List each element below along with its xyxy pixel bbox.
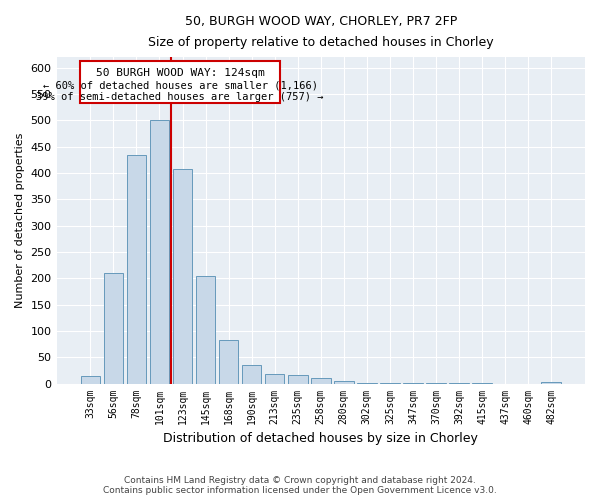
- FancyBboxPatch shape: [80, 61, 280, 103]
- Bar: [403, 383, 423, 384]
- Bar: [80, 376, 100, 384]
- Bar: [541, 382, 561, 384]
- Bar: [149, 120, 169, 384]
- Text: 50 BURGH WOOD WAY: 124sqm: 50 BURGH WOOD WAY: 124sqm: [96, 68, 265, 78]
- Bar: [449, 383, 469, 384]
- Text: Contains HM Land Registry data © Crown copyright and database right 2024.: Contains HM Land Registry data © Crown c…: [124, 476, 476, 485]
- Text: Contains public sector information licensed under the Open Government Licence v3: Contains public sector information licen…: [103, 486, 497, 495]
- Bar: [426, 383, 446, 384]
- Bar: [380, 383, 400, 384]
- Y-axis label: Number of detached properties: Number of detached properties: [15, 132, 25, 308]
- Bar: [288, 375, 308, 384]
- Bar: [127, 154, 146, 384]
- Bar: [472, 383, 492, 384]
- Bar: [242, 365, 262, 384]
- Bar: [357, 382, 377, 384]
- Text: 39% of semi-detached houses are larger (757) →: 39% of semi-detached houses are larger (…: [37, 92, 324, 102]
- Bar: [104, 273, 123, 384]
- Text: ← 60% of detached houses are smaller (1,166): ← 60% of detached houses are smaller (1,…: [43, 80, 318, 90]
- Bar: [334, 381, 353, 384]
- Bar: [219, 340, 238, 384]
- Bar: [311, 378, 331, 384]
- Bar: [173, 168, 193, 384]
- Title: 50, BURGH WOOD WAY, CHORLEY, PR7 2FP
Size of property relative to detached house: 50, BURGH WOOD WAY, CHORLEY, PR7 2FP Siz…: [148, 15, 494, 49]
- Bar: [265, 374, 284, 384]
- X-axis label: Distribution of detached houses by size in Chorley: Distribution of detached houses by size …: [163, 432, 478, 445]
- Bar: [196, 276, 215, 384]
